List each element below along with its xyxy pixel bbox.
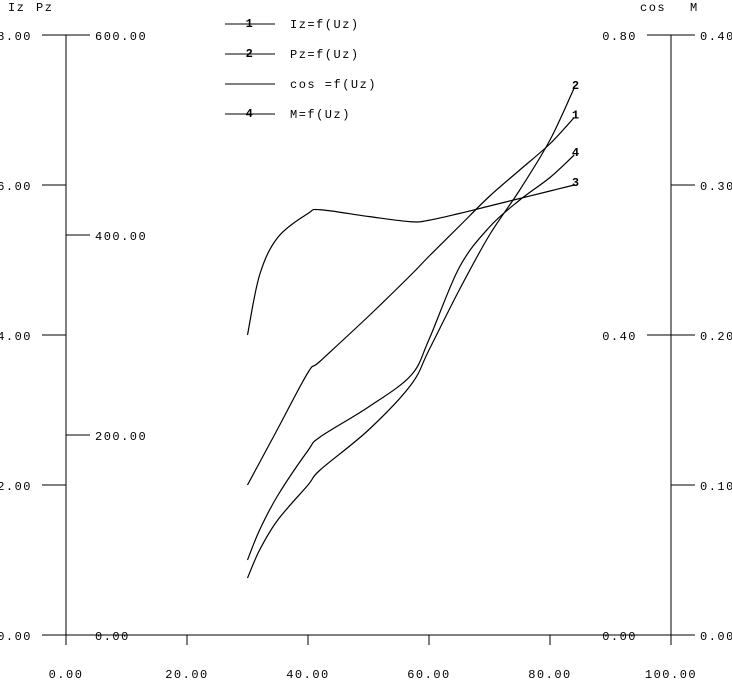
- y-axis-title: Iz: [8, 1, 25, 15]
- x-tick-label: 0.00: [49, 668, 84, 682]
- y4-tick-label: 0.00: [700, 630, 732, 644]
- legend-marker: 4: [246, 107, 255, 121]
- x-tick-label: 40.00: [286, 668, 330, 682]
- series-end-label: 4: [572, 146, 581, 160]
- series-line: [246, 184, 575, 336]
- y-tick-label: 2.00: [0, 480, 32, 494]
- series-end-label: 3: [572, 176, 581, 190]
- y2-tick-label: 200.00: [95, 430, 147, 444]
- legend-label: Iz=f(Uz): [290, 18, 360, 32]
- y3-tick-label: 0.00: [602, 630, 637, 644]
- y4-axis-title: M: [690, 1, 699, 15]
- series-end-label: 1: [572, 109, 581, 123]
- y-tick-label: 6.00: [0, 180, 32, 194]
- legend-marker: 1: [246, 17, 255, 31]
- y4-tick-label: 0.10: [700, 480, 732, 494]
- series-end-label: 2: [572, 79, 581, 93]
- series-line: [246, 154, 575, 561]
- x-tick-label: 100.00: [645, 668, 697, 682]
- y-tick-label: 8.00: [0, 30, 32, 44]
- legend-label: cos =f(Uz): [290, 78, 377, 92]
- y-tick-label: 0.00: [0, 630, 32, 644]
- y2-tick-label: 0.00: [95, 630, 130, 644]
- y2-axis-title: Pz: [36, 1, 53, 15]
- y4-tick-label: 0.30: [700, 180, 732, 194]
- y4-tick-label: 0.20: [700, 330, 732, 344]
- y2-tick-label: 400.00: [95, 230, 147, 244]
- series-line: [246, 117, 575, 486]
- legend-marker: 2: [246, 47, 255, 61]
- x-tick-label: 60.00: [407, 668, 451, 682]
- y4-tick-label: 0.40: [700, 30, 732, 44]
- legend-label: Pz=f(Uz): [290, 48, 360, 62]
- y3-tick-label: 0.40: [602, 330, 637, 344]
- y2-tick-label: 600.00: [95, 30, 147, 44]
- series-line: [246, 87, 575, 579]
- y3-tick-label: 0.80: [602, 30, 637, 44]
- x-tick-label: 20.00: [165, 668, 209, 682]
- y-tick-label: 4.00: [0, 330, 32, 344]
- x-tick-label: 80.00: [528, 668, 572, 682]
- y3-axis-title: cos: [640, 1, 666, 15]
- legend-label: M=f(Uz): [290, 108, 351, 122]
